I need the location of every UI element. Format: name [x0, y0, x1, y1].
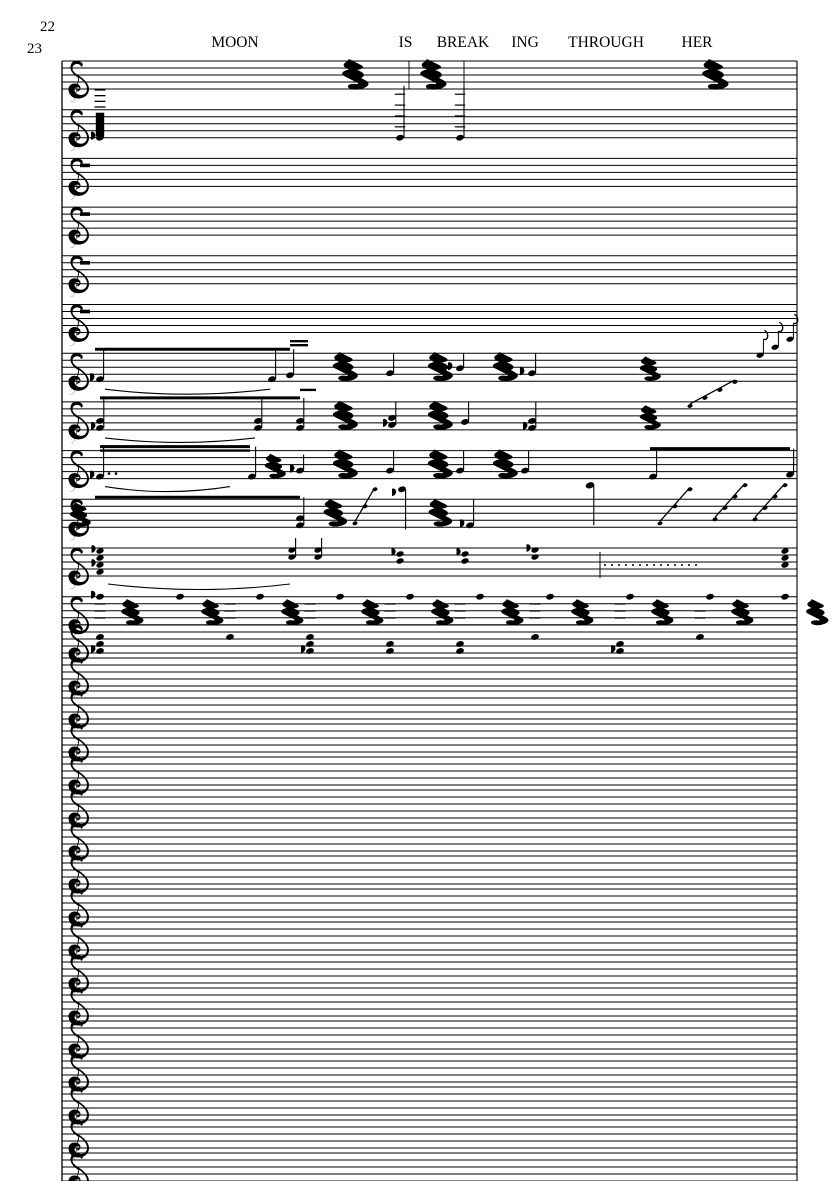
svg-text:BREAK: BREAK	[437, 34, 490, 51]
svg-text:HER: HER	[682, 34, 714, 51]
svg-text:THROUGH: THROUGH	[568, 34, 644, 51]
svg-text:IS: IS	[399, 34, 413, 51]
svg-text:ING: ING	[511, 34, 539, 51]
svg-text:MOON: MOON	[211, 34, 258, 51]
svg-text:23: 23	[27, 41, 42, 57]
svg-text:22: 22	[40, 19, 55, 35]
